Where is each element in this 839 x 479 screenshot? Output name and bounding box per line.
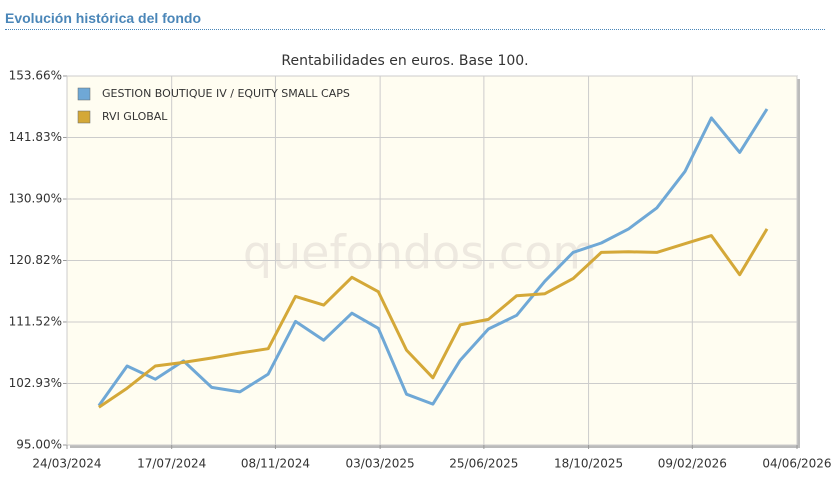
legend-swatch [77, 110, 91, 124]
legend-label: RVI GLOBAL [102, 110, 168, 123]
x-tick-label: 08/11/2024 [241, 457, 310, 471]
x-tick-label: 04/06/2026 [762, 457, 831, 471]
watermark: quefondos.com [243, 226, 597, 280]
x-tick-label: 24/03/2024 [32, 457, 101, 471]
section-title: Evolución histórica del fondo [5, 10, 825, 30]
y-tick-label: 102.93% [9, 376, 62, 390]
chart-title: Rentabilidades en euros. Base 100. [281, 53, 528, 69]
legend-label: GESTION BOUTIQUE IV / EQUITY SMALL CAPS [102, 87, 350, 100]
series-line [98, 228, 769, 409]
y-tick-label: 153.66% [9, 69, 62, 83]
y-tick-label: 95.00% [16, 438, 62, 452]
x-tick-label: 25/06/2025 [449, 457, 518, 471]
y-tick-label: 120.82% [9, 253, 62, 267]
series-line [97, 108, 769, 407]
x-tick-label: 09/02/2026 [658, 457, 727, 471]
legend-swatch [77, 87, 91, 101]
y-tick-label: 111.52% [9, 314, 62, 328]
x-tick-label: 18/10/2025 [554, 457, 623, 471]
x-tick-label: 17/07/2024 [137, 457, 206, 471]
y-tick-label: 141.83% [9, 130, 62, 144]
y-tick-label: 130.90% [9, 192, 62, 206]
x-tick-label: 03/03/2025 [346, 457, 415, 471]
